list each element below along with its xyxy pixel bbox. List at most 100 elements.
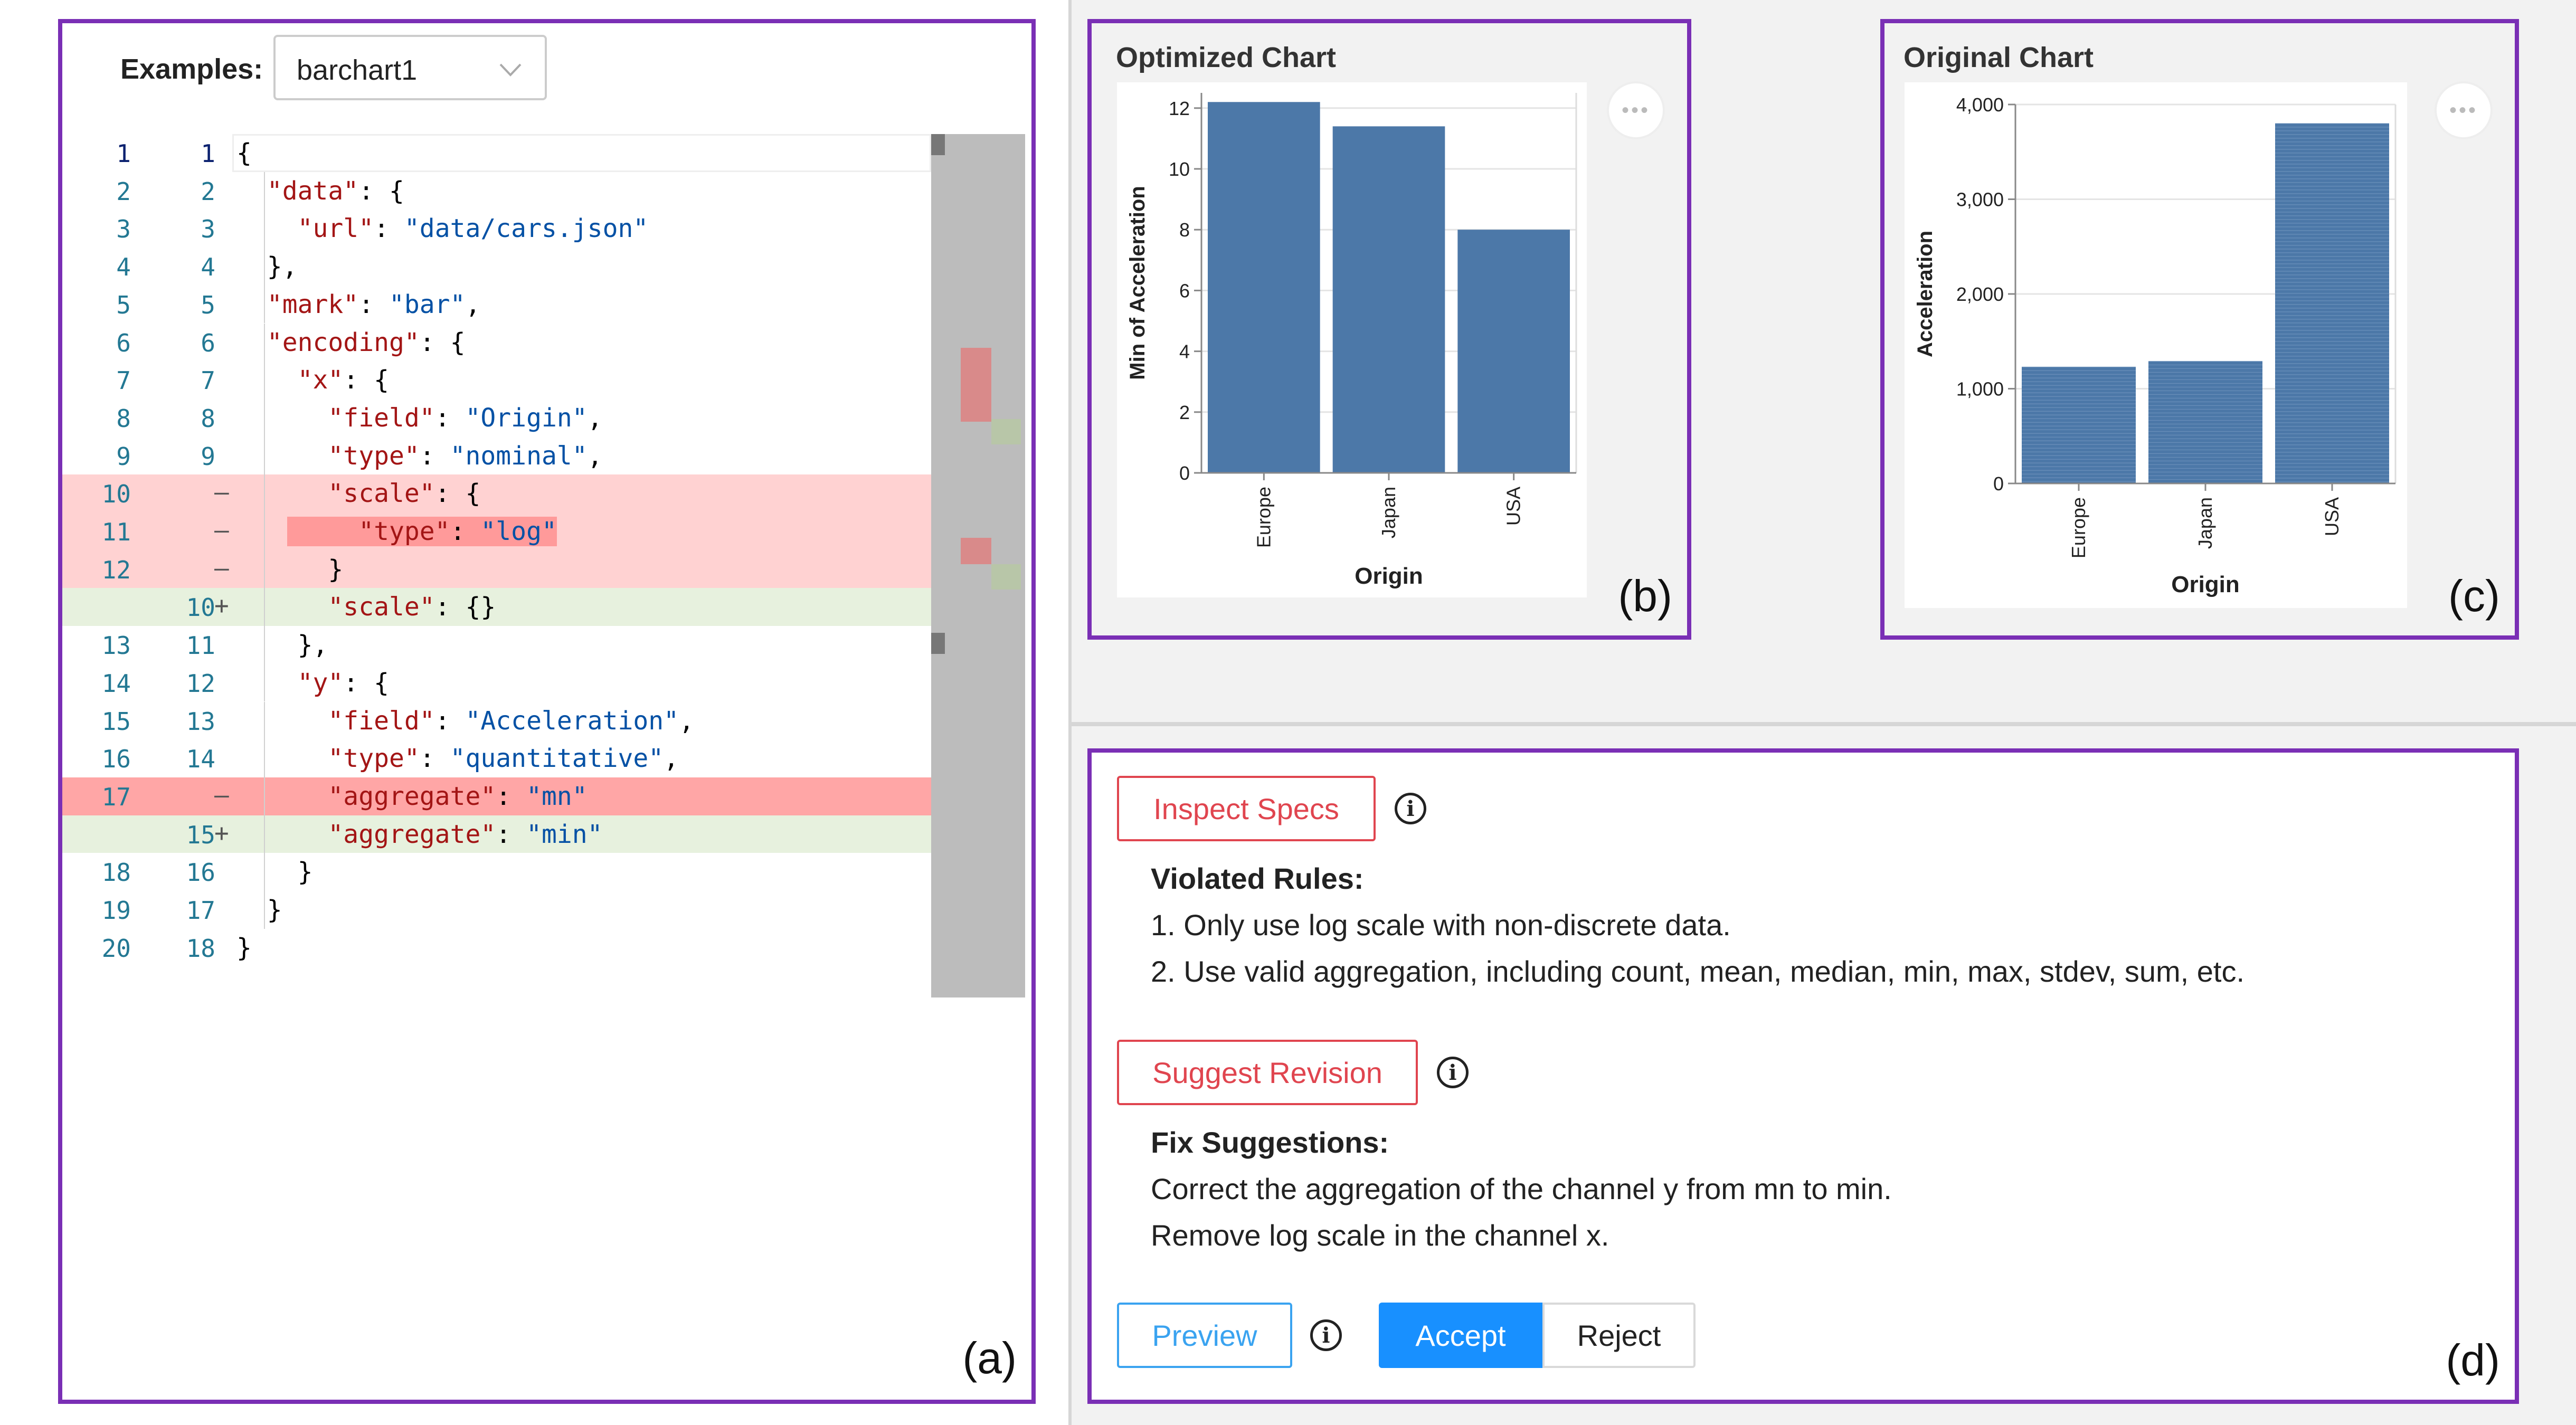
code-line[interactable]: 14 12 "y": { [62, 663, 931, 702]
code-line[interactable]: 13 11 }, [62, 626, 931, 664]
removed-code-line[interactable]: 11 — "type": "log" [62, 512, 931, 550]
panel-tag-c: (c) [2448, 571, 2500, 621]
indent-guide [264, 474, 265, 512]
code-text: "encoding": { [236, 328, 466, 357]
indent-guide [264, 701, 265, 740]
indent-guide [264, 285, 265, 324]
diff-add-marker: + [214, 591, 229, 620]
removed-code-line[interactable]: 17 — "aggregate": "mn" [62, 777, 931, 815]
minimap[interactable] [931, 134, 1025, 998]
code-text: "x": { [236, 365, 389, 395]
right-line-number: 18 [186, 934, 215, 963]
fix-suggestions-title: Fix Suggestions: [1151, 1126, 1389, 1159]
code-line[interactable]: 6 6 "encoding": { [62, 323, 931, 362]
suggest-info-icon[interactable]: i [1437, 1057, 1469, 1088]
code-line[interactable]: 15 13 "field": "Acceleration", [62, 701, 931, 740]
code-line[interactable]: 7 7 "x": { [62, 361, 931, 399]
code-token: : [434, 403, 466, 433]
code-text: "aggregate": "mn" [236, 781, 588, 811]
code-text: { [236, 138, 252, 168]
code-line[interactable]: 3 3 "url": "data/cars.json" [62, 210, 931, 248]
panel-tag-a: (a) [962, 1333, 1017, 1383]
horizontal-pane-divider[interactable] [1072, 722, 2576, 726]
code-text: "mark": "bar", [236, 289, 481, 319]
code-line[interactable]: 2 2 "data": { [62, 172, 931, 210]
left-line-number: 14 [101, 669, 131, 698]
x-tick-label: USA [1503, 487, 1524, 526]
code-line[interactable]: 18 16 } [62, 853, 931, 891]
diff-add-marker: + [214, 818, 229, 847]
code-line[interactable]: 8 8 "field": "Origin", [62, 398, 931, 437]
indent-guide [264, 663, 265, 702]
removed-code-line[interactable]: 10 — "scale": { [62, 474, 931, 512]
right-line-number: 5 [201, 290, 215, 319]
minimap-del-marker-2 [961, 538, 991, 564]
code-token: } [236, 895, 282, 925]
code-text: "field": "Acceleration", [236, 706, 694, 736]
left-line-number: 11 [101, 518, 131, 546]
bar [1457, 230, 1570, 473]
code-token: , [587, 441, 603, 471]
y-tick-label: 2,000 [1956, 283, 2004, 305]
code-line[interactable]: 19 17 } [62, 891, 931, 929]
removed-code-line[interactable]: 12 — } [62, 550, 931, 588]
code-token: : [358, 289, 389, 319]
code-line[interactable]: 4 4 }, [62, 248, 931, 286]
code-token: "mn" [526, 781, 588, 811]
vertical-pane-divider[interactable] [1068, 0, 1072, 1425]
code-line[interactable]: 5 5 "mark": "bar", [62, 285, 931, 324]
code-token: }, [236, 252, 298, 282]
diff-del-marker: — [214, 516, 229, 544]
original-chart-more-button[interactable]: ••• [2435, 81, 2493, 139]
suggest-revision-button[interactable]: Suggest Revision [1117, 1040, 1418, 1105]
minimap-add-marker [991, 419, 1021, 444]
left-line-number: 17 [101, 782, 131, 811]
optimized-chart-more-button[interactable]: ••• [1607, 81, 1665, 139]
code-token: , [664, 744, 679, 774]
right-line-number: 4 [201, 253, 215, 282]
indent-guide [264, 210, 265, 248]
code-token: "y" [236, 668, 344, 698]
preview-button[interactable]: Preview [1117, 1303, 1292, 1368]
code-text: "type": "log" [236, 517, 557, 546]
inspect-specs-button[interactable]: Inspect Specs [1117, 776, 1376, 841]
y-tick-label: 0 [1993, 473, 2004, 495]
left-line-number: 12 [101, 555, 131, 584]
reject-button[interactable]: Reject [1542, 1303, 1696, 1368]
code-line[interactable]: 1 1 { [62, 134, 931, 172]
indent-guide [264, 172, 265, 210]
original-bar-chart: 0 1,000 2,000 3,000 4,000 Europe Japan USA Origi… [1914, 94, 2397, 597]
code-text: } [236, 895, 282, 925]
examples-select[interactable]: barchart1 [273, 35, 547, 100]
x-tick-label: Europe [2068, 497, 2089, 558]
code-token: "x" [236, 365, 344, 395]
code-line[interactable]: 20 18} [62, 929, 931, 967]
preview-info-icon[interactable]: i [1310, 1319, 1342, 1351]
diff-editor[interactable]: 1 1{2 2 "data": {3 3 "url": "data/cars.json… [62, 134, 1031, 1031]
y-tick-label: 4,000 [1956, 94, 2004, 116]
indent-guide [264, 436, 265, 475]
right-line-number: 12 [186, 669, 215, 698]
added-code-line[interactable]: 10 + "scale": {} [62, 588, 931, 626]
editor-panel: Examples: barchart1 1 1{2 2 "data": {3 3 "u… [58, 19, 1036, 1404]
accept-button[interactable]: Accept [1379, 1303, 1542, 1368]
added-code-line[interactable]: 15 + "aggregate": "min" [62, 815, 931, 853]
left-line-number: 19 [101, 896, 131, 925]
x-tick-label: USA [2321, 497, 2343, 536]
bar [1208, 102, 1320, 473]
y-tick-label: 2 [1179, 402, 1190, 423]
code-line[interactable]: 9 9 "type": "nominal", [62, 436, 931, 475]
left-line-number: 9 [116, 442, 131, 471]
bar [1332, 126, 1445, 473]
inspect-info-icon[interactable]: i [1395, 793, 1426, 824]
fix-2: Remove log scale in the channel x. [1151, 1219, 1609, 1252]
left-line-number: 10 [101, 480, 131, 509]
y-tick-label: 0 [1179, 462, 1190, 484]
left-line-number: 2 [116, 177, 131, 206]
code-token: "nominal" [450, 441, 588, 471]
right-line-number: 14 [186, 745, 215, 774]
right-line-number: 8 [201, 404, 215, 433]
code-token: "type" [236, 744, 420, 774]
chevron-down-icon [499, 63, 522, 77]
code-line[interactable]: 16 14 "type": "quantitative", [62, 739, 931, 777]
